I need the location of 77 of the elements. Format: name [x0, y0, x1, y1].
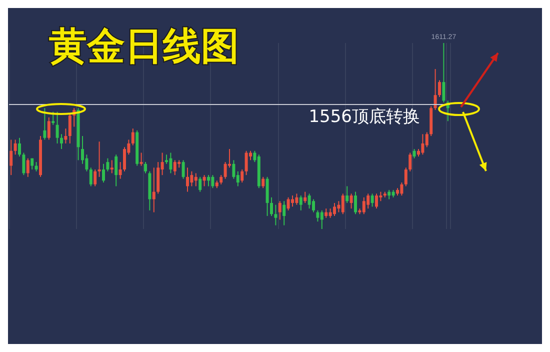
- candlestick: [341, 193, 344, 215]
- candlestick: [220, 174, 223, 185]
- candlestick: [123, 146, 126, 172]
- candlestick: [328, 208, 332, 218]
- candlestick: [198, 176, 202, 192]
- candlestick: [434, 68, 437, 110]
- candlestick: [362, 196, 366, 215]
- candlestick: [131, 128, 134, 146]
- candlestick: [400, 182, 404, 196]
- candlestick: [26, 158, 30, 178]
- candlestick: [22, 152, 26, 176]
- candlestick: [14, 139, 17, 156]
- candlestick: [110, 160, 114, 174]
- candlestick: [291, 195, 294, 208]
- candlestick: [299, 195, 302, 211]
- candlestick: [182, 160, 185, 180]
- candlestick: [282, 200, 286, 226]
- candlestick: [34, 162, 38, 172]
- candlestick: [412, 148, 416, 159]
- candlestick: [47, 116, 50, 140]
- ref-line-label: 1556顶底转换: [308, 106, 420, 127]
- candlestick: [274, 204, 278, 226]
- candlestick: [52, 111, 55, 126]
- candlestick: [56, 111, 59, 144]
- candlestick: [102, 163, 105, 183]
- candlestick: [244, 150, 248, 176]
- candlestick: [304, 191, 307, 204]
- candlestick: [320, 210, 324, 230]
- candlestick: [173, 160, 176, 176]
- candlestick: [207, 174, 210, 187]
- candlestick: [295, 193, 298, 206]
- candlestick: [354, 191, 357, 215]
- candlestick: [370, 193, 374, 208]
- candlestick: [262, 176, 265, 189]
- candlestick: [408, 152, 412, 172]
- candlestick: [114, 154, 118, 187]
- candlestick: [89, 167, 92, 187]
- candlestick: [18, 137, 21, 157]
- candlestick: [64, 128, 68, 144]
- candlestick: [308, 193, 311, 210]
- candlestick: [404, 167, 408, 187]
- candlestick: [240, 168, 244, 183]
- candlestick: [144, 162, 147, 174]
- candlestick: [140, 152, 143, 166]
- candlestick: [106, 158, 110, 172]
- candlestick: [442, 42, 446, 104]
- candlestick: [316, 210, 320, 222]
- candlestick: [366, 193, 370, 210]
- candlestick: [211, 174, 214, 189]
- candlestick: [68, 113, 72, 144]
- candlestick: [60, 134, 63, 150]
- candlestick: [169, 152, 172, 174]
- candlestick: [375, 193, 378, 210]
- candlestick: [43, 108, 46, 140]
- candlestick: [388, 189, 391, 200]
- candlestick: [10, 139, 13, 176]
- candlestick: [186, 167, 189, 192]
- candlestick: [190, 170, 194, 187]
- candlestick: [152, 167, 156, 213]
- candlestick: [312, 198, 315, 213]
- candlestick: [94, 168, 97, 187]
- candlestick: [224, 162, 227, 180]
- candlestick: [98, 141, 101, 178]
- candlestick: [232, 160, 236, 180]
- candlestick: [350, 193, 353, 210]
- chart-title: 黄金日线图: [49, 24, 239, 68]
- candlestick: [333, 202, 336, 216]
- candlestick: [324, 208, 328, 218]
- candlestick: [278, 200, 282, 220]
- candlestick: [202, 174, 206, 187]
- candlestick: [194, 172, 198, 187]
- candlestick: [421, 134, 424, 156]
- candlestick: [438, 80, 441, 98]
- candlestick: [346, 186, 349, 204]
- candlestick: [286, 196, 290, 211]
- candlestick: [118, 162, 122, 180]
- candlestick: [270, 196, 273, 216]
